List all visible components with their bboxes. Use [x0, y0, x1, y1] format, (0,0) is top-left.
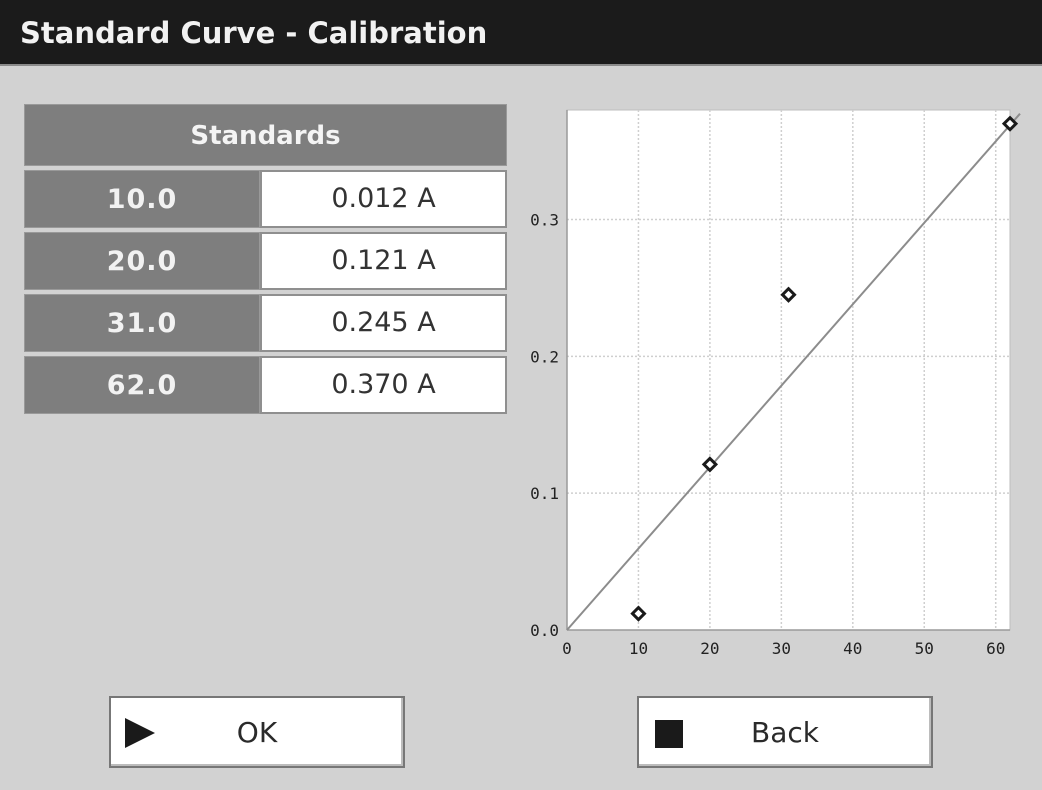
window-title: Standard Curve - Calibration	[0, 0, 1042, 66]
standards-header: Standards	[24, 104, 507, 166]
back-button[interactable]: Back	[637, 696, 933, 768]
x-tick-label: 60	[986, 639, 1005, 658]
absorbance-value[interactable]: 0.370 A	[260, 356, 507, 414]
x-tick-label: 0	[562, 639, 572, 658]
x-tick-label: 50	[915, 639, 934, 658]
absorbance-value[interactable]: 0.121 A	[260, 232, 507, 290]
standard-value: 62.0	[24, 356, 260, 414]
back-button-label: Back	[751, 716, 819, 749]
x-tick-label: 40	[843, 639, 862, 658]
y-tick-label: 0.0	[530, 621, 559, 640]
standard-value: 20.0	[24, 232, 260, 290]
data-point	[1001, 115, 1019, 132]
data-point	[780, 286, 797, 303]
standard-curve-chart: 0 10 20 30 40 50 60 0.0 0.1 0.2 0.3	[510, 100, 1030, 670]
standard-value: 31.0	[24, 294, 260, 352]
x-tick-label: 30	[772, 639, 791, 658]
table-row: 20.0 0.121 A	[24, 232, 507, 290]
x-tick-label: 20	[700, 639, 719, 658]
ok-button[interactable]: OK	[109, 696, 405, 768]
y-tick-label: 0.3	[530, 210, 559, 229]
absorbance-value[interactable]: 0.245 A	[260, 294, 507, 352]
absorbance-value[interactable]: 0.012 A	[260, 170, 507, 228]
standards-table: Standards 10.0 0.012 A 20.0 0.121 A 31.0…	[24, 104, 507, 414]
standard-value: 10.0	[24, 170, 260, 228]
chart-svg: 0 10 20 30 40 50 60 0.0 0.1 0.2 0.3	[530, 109, 1021, 658]
table-row: 10.0 0.012 A	[24, 170, 507, 228]
table-row: 62.0 0.370 A	[24, 356, 507, 414]
ok-button-label: OK	[236, 716, 278, 749]
plot-area	[566, 109, 1011, 631]
fit-line	[566, 113, 1021, 631]
stop-icon	[655, 720, 683, 748]
y-tick-label: 0.1	[530, 484, 559, 503]
play-icon	[125, 718, 155, 748]
y-tick-label: 0.2	[530, 347, 559, 366]
table-row: 31.0 0.245 A	[24, 294, 507, 352]
x-tick-label: 10	[629, 639, 648, 658]
data-point	[701, 456, 719, 473]
data-point	[630, 605, 647, 622]
